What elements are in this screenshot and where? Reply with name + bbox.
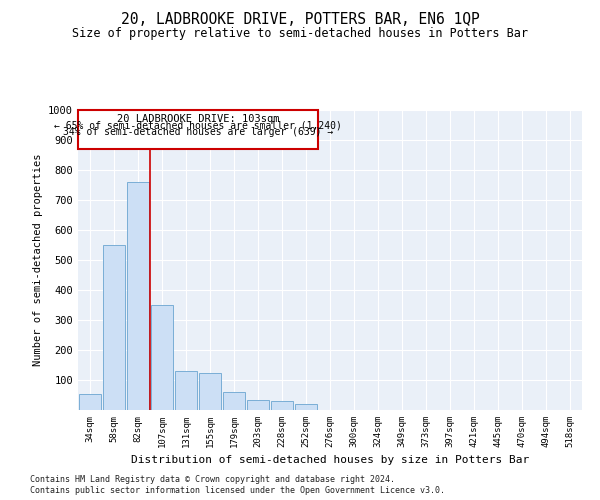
Text: 34% of semi-detached houses are larger (639) →: 34% of semi-detached houses are larger (… (63, 127, 334, 137)
Text: Contains public sector information licensed under the Open Government Licence v3: Contains public sector information licen… (30, 486, 445, 495)
Bar (199, 372, 221, 410)
X-axis label: Distribution of semi-detached houses by size in Potters Bar: Distribution of semi-detached houses by … (131, 456, 529, 466)
Bar (223, 392, 245, 410)
Text: Size of property relative to semi-detached houses in Potters Bar: Size of property relative to semi-detach… (72, 28, 528, 40)
Bar (151, 305, 173, 410)
Bar (295, 404, 317, 410)
Bar (127, 182, 149, 410)
Bar (271, 401, 293, 410)
Bar (79, 394, 101, 410)
FancyBboxPatch shape (79, 110, 318, 149)
Bar (103, 245, 125, 410)
Text: Contains HM Land Registry data © Crown copyright and database right 2024.: Contains HM Land Registry data © Crown c… (30, 475, 395, 484)
Bar (247, 400, 269, 410)
Y-axis label: Number of semi-detached properties: Number of semi-detached properties (32, 154, 43, 366)
Bar (175, 371, 197, 410)
Text: 20 LADBROOKE DRIVE: 103sqm: 20 LADBROOKE DRIVE: 103sqm (117, 114, 280, 124)
Text: 20, LADBROOKE DRIVE, POTTERS BAR, EN6 1QP: 20, LADBROOKE DRIVE, POTTERS BAR, EN6 1Q… (121, 12, 479, 28)
Text: ← 65% of semi-detached houses are smaller (1,240): ← 65% of semi-detached houses are smalle… (55, 120, 342, 130)
